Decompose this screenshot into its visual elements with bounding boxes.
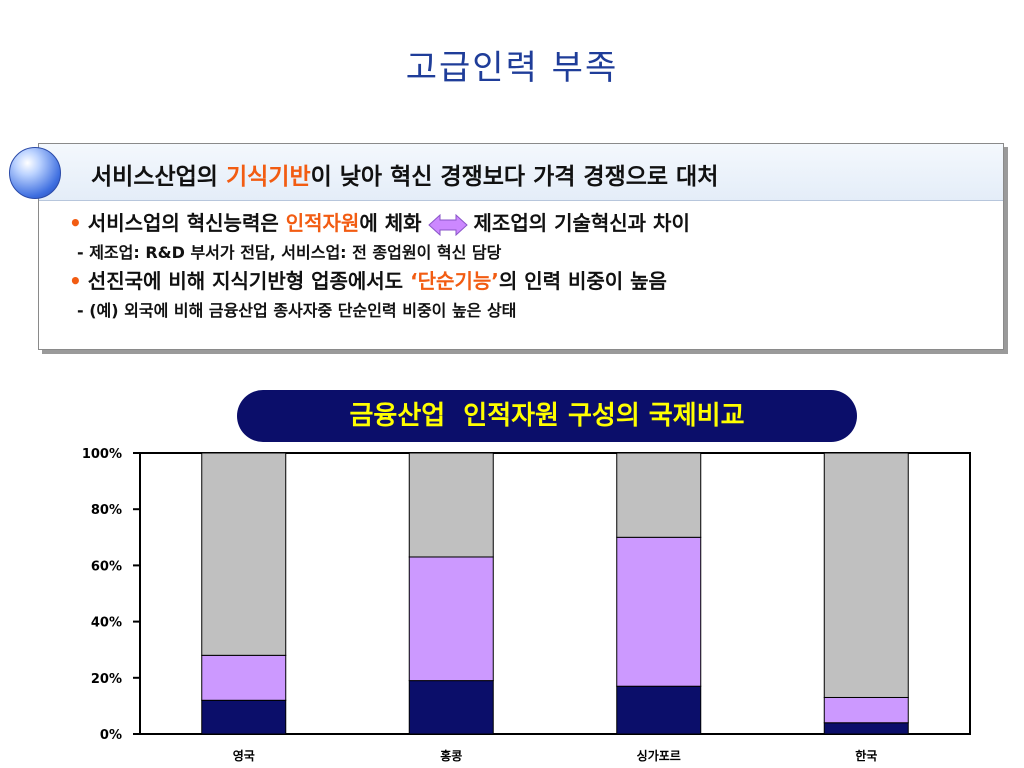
bar-segment-1 <box>408 680 494 735</box>
bullet-item-1: • 서비스업의 혁신능력은 인적자원에 체화 제조업의 기술혁신과 차이 <box>69 211 690 236</box>
bullet-orb-icon <box>9 147 61 199</box>
slide-title: 고급인력 부족 <box>405 48 619 88</box>
bar-segment-2 <box>201 654 287 701</box>
bar-segment-3 <box>616 452 702 538</box>
y-tick-label: 0% <box>100 728 122 743</box>
x-category-label: 한국 <box>855 748 877 763</box>
bullet-dot-icon: • <box>69 269 82 293</box>
x-category-label: 영국 <box>233 748 255 763</box>
y-tick-label: 20% <box>91 672 122 687</box>
bar-segment-2 <box>408 556 494 682</box>
bar-segment-3 <box>201 452 287 656</box>
bar-segment-3 <box>408 452 494 558</box>
bullet-list: • 서비스업의 혁신능력은 인적자원에 체화 제조업의 기술혁신과 차이 - 제조업… <box>69 208 989 324</box>
summary-panel: 서비스산업의 기식기반이 낮아 혁신 경쟁보다 가격 경쟁으로 대처 • 서비스업… <box>9 143 1004 350</box>
bar-segment-1 <box>201 699 287 735</box>
sub-item-2: - (예) 외국에 비해 금융산업 종사자중 단순인력 비중이 높은 상태 <box>77 301 517 320</box>
bar-segment-1 <box>616 685 702 735</box>
bar-segment-3 <box>823 452 909 698</box>
x-category-label: 싱가포르 <box>637 748 681 763</box>
headline-highlight: 기식기반 <box>225 164 311 190</box>
panel-header: 서비스산업의 기식기반이 낮아 혁신 경쟁보다 가격 경쟁으로 대처 <box>9 144 1003 201</box>
bar-segment-2 <box>616 536 702 687</box>
y-tick-label: 40% <box>91 616 122 631</box>
y-tick-label: 80% <box>91 503 122 518</box>
panel-headline: 서비스산업의 기식기반이 낮아 혁신 경쟁보다 가격 경쟁으로 대처 <box>91 164 719 190</box>
bar-segment-1 <box>823 722 909 735</box>
y-tick-label: 60% <box>91 559 122 574</box>
plot-frame <box>139 452 971 735</box>
x-category-label: 홍콩 <box>440 748 462 763</box>
chart-title: 금융산업 인적자원 구성의 국제비교 <box>237 390 857 442</box>
bullet-item-2: • 선진국에 비해 지식기반형 업종에서도 ‘단순기능’의 인력 비중이 높음 <box>69 269 667 293</box>
bullet2-highlight: ‘단순기능’ <box>410 269 499 293</box>
y-tick-label: 100% <box>82 447 122 462</box>
sub-item-1: - 제조업: R&D 부서가 전담, 서비스업: 전 종업원이 혁신 담당 <box>77 243 502 262</box>
bar-segment-2 <box>823 696 909 724</box>
double-arrow-icon <box>427 213 468 236</box>
bullet1-highlight: 인적자원 <box>285 211 360 235</box>
bullet-dot-icon: • <box>69 211 82 235</box>
